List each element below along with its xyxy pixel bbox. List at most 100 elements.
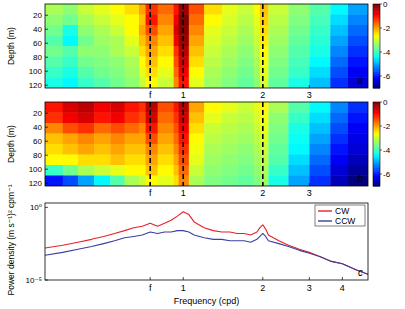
heatmap-cell — [146, 165, 158, 176]
heatmap-cell — [204, 144, 222, 155]
heatmap-cell — [125, 36, 140, 47]
heatmap-cell — [125, 46, 140, 57]
heatmap-cell — [288, 102, 309, 113]
heatmap-cell — [288, 113, 309, 124]
dashed-line — [182, 102, 184, 186]
heatmap-cell — [78, 113, 94, 124]
dashed-line — [262, 102, 264, 186]
heatmap-cell — [222, 113, 238, 124]
heatmap-cell — [204, 78, 222, 89]
y-tick-label: 20 — [33, 109, 42, 118]
heatmap-cell — [158, 123, 174, 134]
heatmap-cell — [189, 4, 205, 15]
heatmap-cell — [110, 4, 125, 15]
heatmap-cell — [45, 78, 63, 89]
heatmap-cell — [158, 67, 174, 78]
heatmap-cell — [139, 123, 146, 134]
heatmap-cell — [63, 15, 79, 26]
series-line — [45, 212, 368, 274]
heatmap-cell — [158, 46, 174, 57]
heatmap-cell — [110, 144, 125, 155]
heatmap-cell — [78, 67, 94, 78]
heatmap-cell — [158, 15, 174, 26]
heatmap-cell — [222, 4, 238, 15]
x-tick — [183, 85, 184, 88]
heatmap-cell — [309, 176, 330, 187]
dashed-line — [182, 4, 184, 88]
heatmap-cell — [222, 102, 238, 113]
heatmap-cell — [174, 144, 179, 155]
heatmap-cell — [204, 4, 222, 15]
heatmap-cell — [125, 15, 140, 26]
colorbar-tick — [380, 76, 382, 77]
heatmap-cell — [94, 155, 111, 166]
heatmap-cell — [45, 36, 63, 47]
heatmap-cell — [309, 155, 330, 166]
heatmap-cell — [268, 4, 288, 15]
heatmap-cell — [139, 25, 146, 36]
heatmap-cell — [330, 36, 348, 47]
heatmap-cell — [158, 25, 174, 36]
heatmap-cell — [348, 36, 368, 47]
heatmap-cell — [260, 134, 269, 145]
colorbar-tick — [380, 174, 382, 175]
y-axis-label: Depth (m) — [6, 27, 16, 65]
heatmap-cell — [222, 15, 238, 26]
heatmap-cell — [146, 113, 158, 124]
y-tick — [45, 113, 48, 114]
heatmap-cell — [268, 113, 288, 124]
heatmap-cell — [348, 144, 368, 155]
plot-area — [45, 212, 368, 274]
heatmap-cell — [237, 36, 254, 47]
heatmap-cell — [125, 78, 140, 89]
heatmap-cell — [110, 67, 125, 78]
heatmap-cell — [78, 165, 94, 176]
colorbar-tick — [380, 102, 382, 103]
heatmap-cell — [146, 78, 158, 89]
heatmap-cell — [189, 67, 205, 78]
heatmap-cell — [237, 165, 254, 176]
heatmap-cell — [222, 144, 238, 155]
heatmap-cell — [110, 176, 125, 187]
heatmap-cell — [78, 123, 94, 134]
legend-swatch — [318, 210, 332, 211]
y-tick — [45, 127, 48, 128]
x-tick-label: 4 — [340, 283, 345, 293]
heatmap-cell — [158, 176, 174, 187]
heatmap-cell — [222, 134, 238, 145]
heatmap-cell — [158, 78, 174, 89]
heatmap-cell — [222, 176, 238, 187]
heatmap-cell — [63, 102, 79, 113]
heatmap-cell — [260, 36, 269, 47]
heatmap-cell — [288, 78, 309, 89]
heatmap-cell — [268, 123, 288, 134]
heatmap-cell — [125, 134, 140, 145]
heatmap-cell — [63, 4, 79, 15]
x-tick-label: 1 — [181, 283, 186, 293]
plot-frame — [45, 102, 368, 186]
colorbar-tick-label: -6 — [383, 72, 391, 81]
heatmap-cell — [254, 134, 260, 145]
heatmap-cell — [260, 165, 269, 176]
heatmap-cell — [348, 15, 368, 26]
y-tick — [45, 207, 48, 208]
heatmap-cell — [78, 144, 94, 155]
heatmap-cell — [139, 165, 146, 176]
heatmap-cell — [78, 78, 94, 89]
heatmap-cell — [94, 165, 111, 176]
heatmap-cell — [260, 4, 269, 15]
heatmap-cell — [125, 57, 140, 68]
heatmap-cell — [260, 57, 269, 68]
heatmap-cell — [63, 155, 79, 166]
heatmap-cell — [309, 36, 330, 47]
heatmap-cell — [139, 155, 146, 166]
heatmap-cell — [204, 113, 222, 124]
heatmap-cell — [330, 155, 348, 166]
heatmap-cell — [125, 176, 140, 187]
heatmap-cell — [330, 67, 348, 78]
dashed-line — [149, 4, 151, 88]
heatmap-cell — [78, 4, 94, 15]
colorbar-frame — [373, 4, 380, 88]
heatmap-cell — [110, 113, 125, 124]
heatmap-cell — [268, 57, 288, 68]
